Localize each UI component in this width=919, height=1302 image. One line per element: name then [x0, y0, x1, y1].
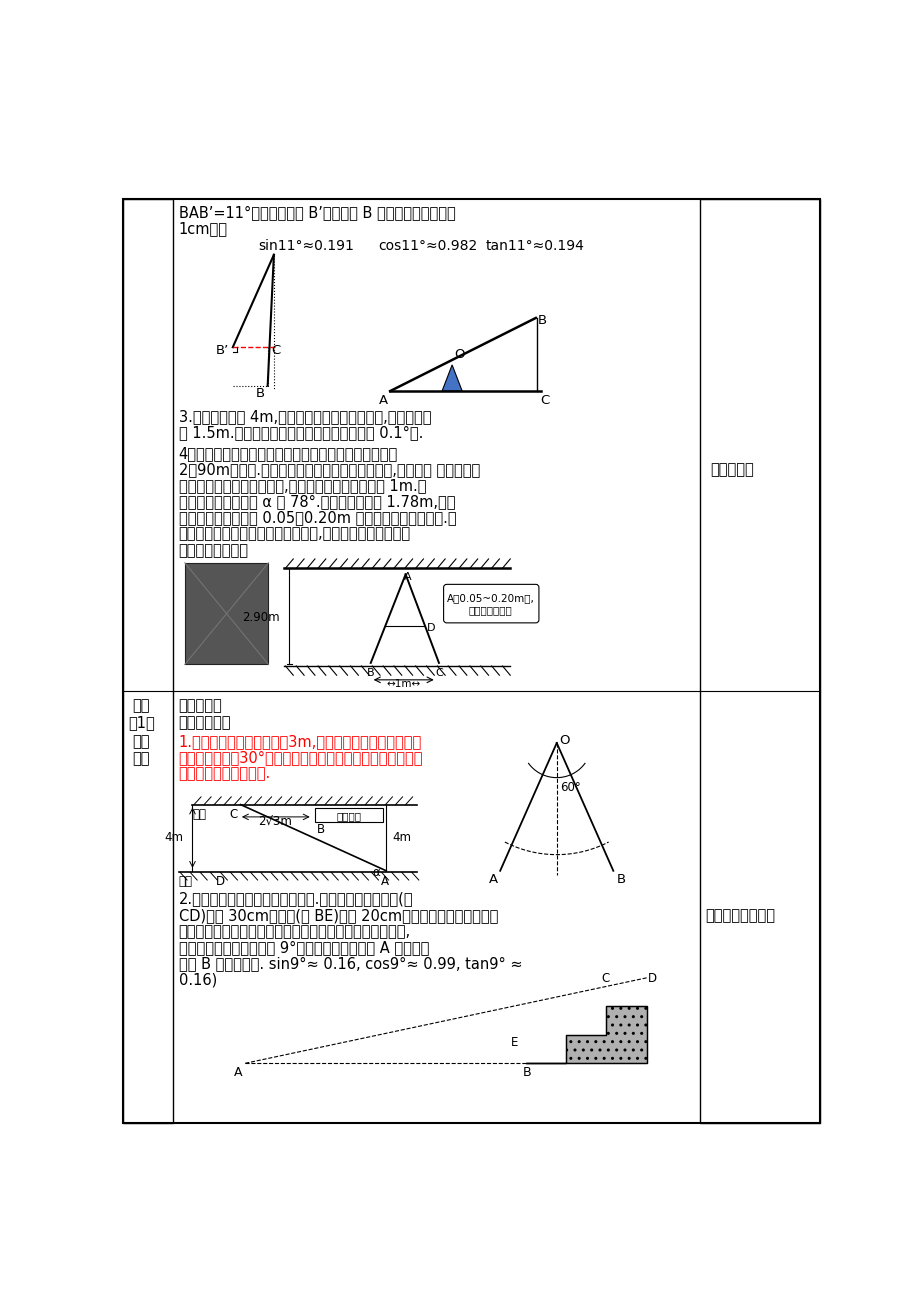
Text: 4．如图所示，电工李师傅借助梯子安装天花板上距地面: 4．如图所示，电工李师傅借助梯子安装天花板上距地面 [178, 445, 397, 461]
Text: ↔1m↔: ↔1m↔ [386, 680, 420, 689]
Bar [122, 199, 173, 1122]
Text: A: A [403, 572, 412, 582]
Text: 【基础演练】: 【基础演练】 [178, 715, 231, 730]
Text: 4m: 4m [164, 831, 183, 844]
Text: O: O [559, 734, 569, 747]
Text: 1cm）？: 1cm）？ [178, 221, 227, 236]
Text: E: E [510, 1036, 517, 1049]
Text: tan11°≈0.194: tan11°≈0.194 [485, 240, 584, 254]
Text: C: C [601, 971, 609, 984]
Text: B: B [522, 1066, 530, 1079]
Text: C: C [270, 344, 279, 357]
Text: A: A [234, 1066, 243, 1079]
Text: 二楼: 二楼 [192, 807, 206, 820]
Text: 让学生小结: 让学生小结 [709, 462, 754, 477]
Text: 的点 B 的水平距离. sin9°≈ 0.16, cos9°≈ 0.99, tan9° ≈: 的点 B 的水平距离. sin9°≈ 0.16, cos9°≈ 0.99, ta… [178, 956, 522, 971]
Text: 装是否比较方便？: 装是否比较方便？ [178, 543, 248, 557]
Text: 一楼: 一楼 [178, 875, 192, 888]
Text: BAB’=11°，问这时摇球 B’较最低点 B 升高了多少（精确到: BAB’=11°，问这时摇球 B’较最低点 B 升高了多少（精确到 [178, 204, 455, 220]
FancyBboxPatch shape [443, 585, 539, 622]
Text: 课后练习：: 课后练习： [178, 698, 222, 713]
Text: 安装比较方便！: 安装比较方便！ [469, 605, 512, 615]
Text: B: B [538, 314, 547, 327]
Text: A: A [489, 874, 498, 887]
Text: O: O [454, 348, 464, 361]
Text: 以试卷形式开展。: 以试卷形式开展。 [705, 907, 775, 923]
Text: 之差（结果保留根号）.: 之差（结果保留根号）. [178, 766, 270, 781]
Text: 并且设计斜坡的倾斜角为 9°．请计算从斜坡起点 A 到台阶前: 并且设计斜坡的倾斜角为 9°．请计算从斜坡起点 A 到台阶前 [178, 940, 428, 956]
Text: A为0.05~0.20m时,: A为0.05~0.20m时, [447, 594, 534, 604]
Text: B: B [316, 823, 324, 836]
Text: B: B [367, 668, 374, 678]
Text: 面的长都被六条踏板七等分,使用时梯脚的固定跨度为 1m.矩: 面的长都被六条踏板七等分,使用时梯脚的固定跨度为 1m.矩 [178, 478, 425, 493]
Bar [699, 199, 820, 1122]
Text: CD)均为 30cm，高度(如 BE)均为 20cm．为了方便残疾人行走，: CD)均为 30cm，高度(如 BE)均为 20cm．为了方便残疾人行走， [178, 907, 497, 923]
Polygon shape [525, 1006, 646, 1064]
Text: C: C [435, 668, 442, 678]
Text: 60°: 60° [560, 781, 581, 794]
Text: sin11°≈0.191: sin11°≈0.191 [258, 240, 354, 254]
Bar [314, 809, 382, 823]
Text: D: D [648, 971, 656, 984]
Text: 2．90m的顶灯.已知梯子由两个相同的矩形面组成,每个矩形 让学生小结: 2．90m的顶灯.已知梯子由两个相同的矩形面组成,每个矩形 让学生小结 [178, 462, 480, 477]
Text: A: A [379, 395, 388, 408]
Text: 小心碰头: 小心碰头 [336, 811, 361, 822]
Text: 1.如图，秋千链子的长度为3m,当秋千向两边摇动时，两边: 1.如图，秋千链子的长度为3m,当秋千向两边摇动时，两边 [178, 734, 421, 749]
Text: （1）: （1） [128, 715, 154, 730]
Text: 攀升到头顶距天花板 0.05～0.20m 时，安装起来比较方便.他: 攀升到头顶距天花板 0.05～0.20m 时，安装起来比较方便.他 [178, 510, 456, 526]
Text: 4m: 4m [392, 831, 411, 844]
Text: 练习: 练习 [132, 751, 150, 766]
Text: 3.已知跳跳板长 4m,当跳跳板的一端砖到地面时,另一端离地: 3.已知跳跳板长 4m,当跳跳板的一端砖到地面时,另一端离地 [178, 409, 431, 423]
Text: 面 1.5m.求此时跳跳板与地面的夹角（精确到 0.1°）.: 面 1.5m.求此时跳跳板与地面的夹角（精确到 0.1°）. [178, 424, 423, 440]
Text: B’: B’ [216, 344, 229, 357]
Text: A: A [380, 875, 389, 888]
Text: D: D [216, 875, 224, 888]
Text: 形面与地面所成的角 α 为 78°.李师傅的身高为 1.78m,当他: 形面与地面所成的角 α 为 78°.李师傅的身高为 1.78m,当他 [178, 495, 455, 509]
Text: 2.90m: 2.90m [242, 611, 279, 624]
Text: C: C [539, 395, 550, 408]
Text: D: D [427, 622, 436, 633]
Text: cos11°≈0.982: cos11°≈0.982 [378, 240, 477, 254]
Text: 现在竖直竖立在梯子的第三级踏板上,请你通过计算判断他安: 现在竖直竖立在梯子的第三级踏板上,请你通过计算判断他安 [178, 526, 410, 542]
Text: B: B [255, 387, 265, 400]
Polygon shape [441, 365, 461, 391]
Text: 2.某商场门前的台阶截面如图所示.已知每级台阶的宽度(如: 2.某商场门前的台阶截面如图所示.已知每级台阶的宽度(如 [178, 892, 413, 906]
Text: 商场决定将其中一个门的门前台阶改造成供轮椅行走的斜坡,: 商场决定将其中一个门的门前台阶改造成供轮椅行走的斜坡, [178, 924, 410, 939]
Text: 0.16): 0.16) [178, 973, 217, 987]
Text: B: B [616, 874, 625, 887]
Text: 2√3m: 2√3m [258, 815, 292, 828]
Text: C: C [230, 807, 238, 820]
Text: 巩固: 巩固 [132, 734, 150, 749]
Bar [185, 562, 268, 664]
Text: 二、: 二、 [132, 698, 150, 713]
Text: α: α [372, 866, 380, 879]
Text: 的摇动角度均为30°。求它摇动至最高位置与最低位置的高度: 的摇动角度均为30°。求它摇动至最高位置与最低位置的高度 [178, 750, 423, 764]
